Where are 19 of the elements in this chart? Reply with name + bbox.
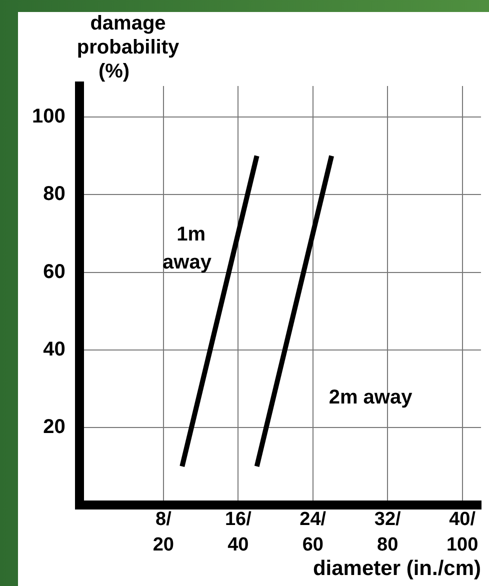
y-tick-label: 80 xyxy=(43,183,66,206)
series-label: 1m away xyxy=(162,224,212,274)
y-tick-label: 40 xyxy=(43,338,66,360)
x-tick-label: 32/ xyxy=(374,508,402,530)
x2-tick-label: 80 xyxy=(377,534,398,556)
x2-tick-label: 100 xyxy=(446,534,478,556)
y-tick-label: 100 xyxy=(32,106,66,128)
y-tick-label: 20 xyxy=(43,416,66,438)
x-tick-label: 16/ xyxy=(224,508,252,530)
x-tick-label: 24/ xyxy=(300,508,327,530)
y-tick-label: 60 xyxy=(43,260,66,283)
x2-tick-label: 60 xyxy=(302,534,324,556)
x-tick-label: 8/ xyxy=(156,508,172,530)
y-axis-title: damage probability (%) xyxy=(76,12,180,83)
text: 2m away xyxy=(328,386,414,409)
x2-tick-label: 20 xyxy=(152,534,174,556)
x-axis-title: diameter (in./cm) xyxy=(312,557,481,580)
x-tick-label: 40/ xyxy=(449,508,476,530)
x2-tick-label: 40 xyxy=(228,534,249,556)
